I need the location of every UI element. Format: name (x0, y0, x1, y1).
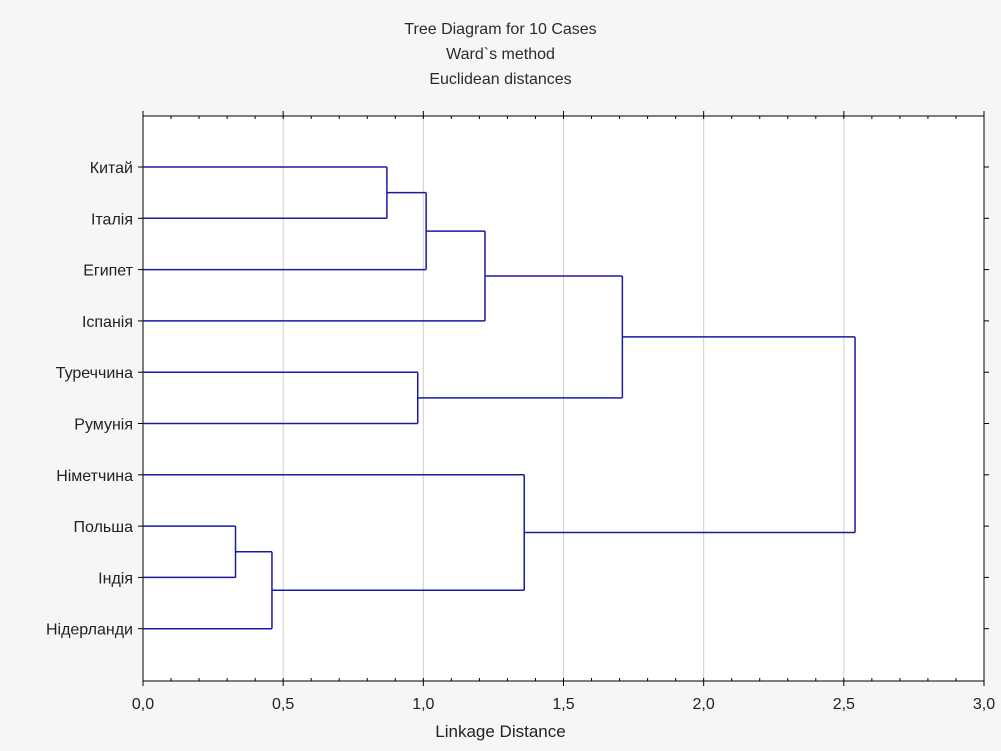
leaf-label: Египет (83, 263, 133, 280)
chart-title-line-2: Ward`s method (446, 46, 555, 63)
x-tick-label: 1,0 (412, 696, 434, 713)
leaf-label: Румунія (74, 417, 133, 434)
x-tick-label: 3,0 (973, 696, 995, 713)
leaf-label: Китай (90, 160, 133, 177)
leaf-label: Нідерланди (46, 622, 133, 639)
leaf-label: Іспанія (82, 314, 133, 331)
x-tick-label: 1,5 (552, 696, 574, 713)
x-tick-label: 2,0 (693, 696, 715, 713)
chart-title-line-3: Euclidean distances (429, 71, 572, 88)
leaf-label: Німетчина (56, 468, 133, 485)
x-axis-label: Linkage Distance (435, 722, 566, 741)
x-tick-label: 0,0 (132, 696, 154, 713)
leaf-label: Італія (91, 211, 133, 228)
chart-title-line-1: Tree Diagram for 10 Cases (404, 21, 597, 38)
x-tick-label: 2,5 (833, 696, 855, 713)
leaf-label: Туреччина (56, 365, 133, 382)
leaf-label: Польша (74, 519, 134, 536)
leaf-label: Індія (98, 570, 133, 587)
x-tick-label: 0,5 (272, 696, 294, 713)
